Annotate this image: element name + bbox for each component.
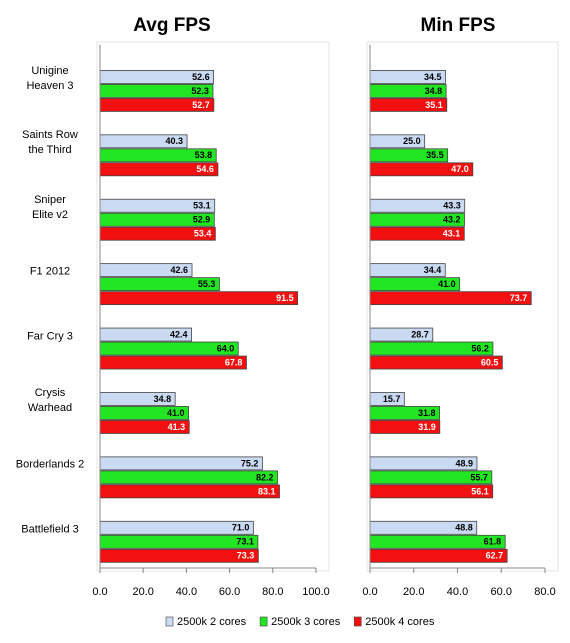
value-label: 48.9 — [455, 458, 473, 468]
bar — [99, 534, 259, 549]
chart-title: Min FPS — [421, 15, 496, 36]
legend-label: 2500k 3 cores — [271, 616, 341, 628]
value-label: 41.0 — [167, 408, 185, 418]
plot-frame — [96, 41, 330, 572]
value-label: 75.2 — [241, 458, 259, 468]
value-label: 42.6 — [170, 265, 188, 275]
value-label: 25.0 — [403, 136, 421, 146]
value-label: 15.7 — [383, 394, 401, 404]
x-tick-label: 80.0 — [262, 586, 283, 598]
value-label: 34.8 — [154, 394, 172, 404]
value-label: 40.3 — [166, 136, 184, 146]
x-tick-label: 100.0 — [302, 586, 330, 598]
value-label: 28.7 — [411, 329, 429, 339]
x-tick-label: 40.0 — [176, 586, 197, 598]
value-label: 53.8 — [195, 150, 213, 160]
value-label: 64.0 — [217, 343, 235, 353]
value-label: 41.0 — [438, 279, 456, 289]
category-label: Saints Row the Third — [22, 129, 78, 157]
value-label: 55.7 — [470, 472, 488, 482]
bar — [369, 291, 532, 306]
chart-title: Avg FPS — [133, 15, 210, 36]
bar — [99, 291, 299, 306]
bar — [99, 520, 254, 535]
value-label: 53.4 — [194, 229, 212, 239]
value-label: 56.1 — [471, 486, 489, 496]
value-label: 43.2 — [443, 215, 461, 225]
value-label: 82.2 — [256, 472, 274, 482]
value-label: 67.8 — [225, 357, 243, 367]
bar — [99, 470, 278, 485]
value-label: 31.8 — [418, 408, 436, 418]
value-label: 43.3 — [443, 201, 461, 211]
x-tick-label: 20.0 — [132, 586, 153, 598]
value-label: 56.2 — [471, 343, 489, 353]
value-label: 83.1 — [258, 486, 276, 496]
bar — [99, 548, 259, 563]
category-label: Crysis Warhead — [27, 386, 73, 414]
value-label: 55.3 — [198, 279, 216, 289]
value-label: 52.9 — [193, 215, 211, 225]
x-tick-label: 60.0 — [219, 586, 240, 598]
value-label: 35.1 — [425, 100, 443, 110]
plot-frame — [366, 41, 559, 572]
bar — [99, 484, 280, 499]
value-label: 71.0 — [232, 523, 250, 533]
value-label: 52.6 — [192, 72, 210, 82]
value-label: 52.3 — [191, 86, 209, 96]
value-label: 41.3 — [168, 422, 186, 432]
category-label: Battlefield 3 — [21, 523, 79, 536]
category-label: Sniper Elite v2 — [31, 193, 69, 221]
bar — [99, 456, 263, 471]
legend-swatch — [165, 616, 174, 627]
value-label: 34.5 — [424, 72, 442, 82]
value-label: 61.8 — [484, 537, 502, 547]
value-label: 43.1 — [443, 229, 461, 239]
value-label: 31.9 — [418, 422, 436, 432]
legend-swatch — [353, 616, 362, 627]
value-label: 60.5 — [481, 357, 499, 367]
value-label: 73.1 — [236, 537, 254, 547]
value-label: 48.8 — [455, 523, 473, 533]
value-label: 42.4 — [170, 329, 188, 339]
category-label: F1 2012 — [29, 265, 71, 278]
value-label: 73.3 — [237, 551, 255, 561]
x-tick-label: 80.0 — [534, 586, 555, 598]
legend-label: 2500k 2 cores — [177, 616, 247, 628]
x-tick-label: 0.0 — [362, 586, 377, 598]
value-label: 34.4 — [424, 265, 442, 275]
category-label: Far Cry 3 — [27, 330, 73, 343]
value-label: 35.5 — [426, 150, 444, 160]
value-label: 73.7 — [510, 293, 528, 303]
value-label: 53.1 — [193, 201, 211, 211]
value-label: 52.7 — [192, 100, 210, 110]
category-label: Borderlands 2 — [15, 458, 85, 471]
value-label: 47.0 — [451, 164, 469, 174]
x-tick-label: 40.0 — [447, 586, 468, 598]
value-label: 54.6 — [196, 164, 214, 174]
value-label: 62.7 — [486, 551, 504, 561]
legend-swatch — [259, 616, 268, 627]
x-tick-label: 60.0 — [491, 586, 512, 598]
value-label: 34.8 — [425, 86, 443, 96]
x-tick-label: 20.0 — [403, 586, 424, 598]
value-label: 91.5 — [276, 293, 294, 303]
legend-label: 2500k 4 cores — [365, 616, 435, 628]
category-label: Unigine Heaven 3 — [26, 64, 74, 92]
x-tick-label: 0.0 — [92, 586, 107, 598]
